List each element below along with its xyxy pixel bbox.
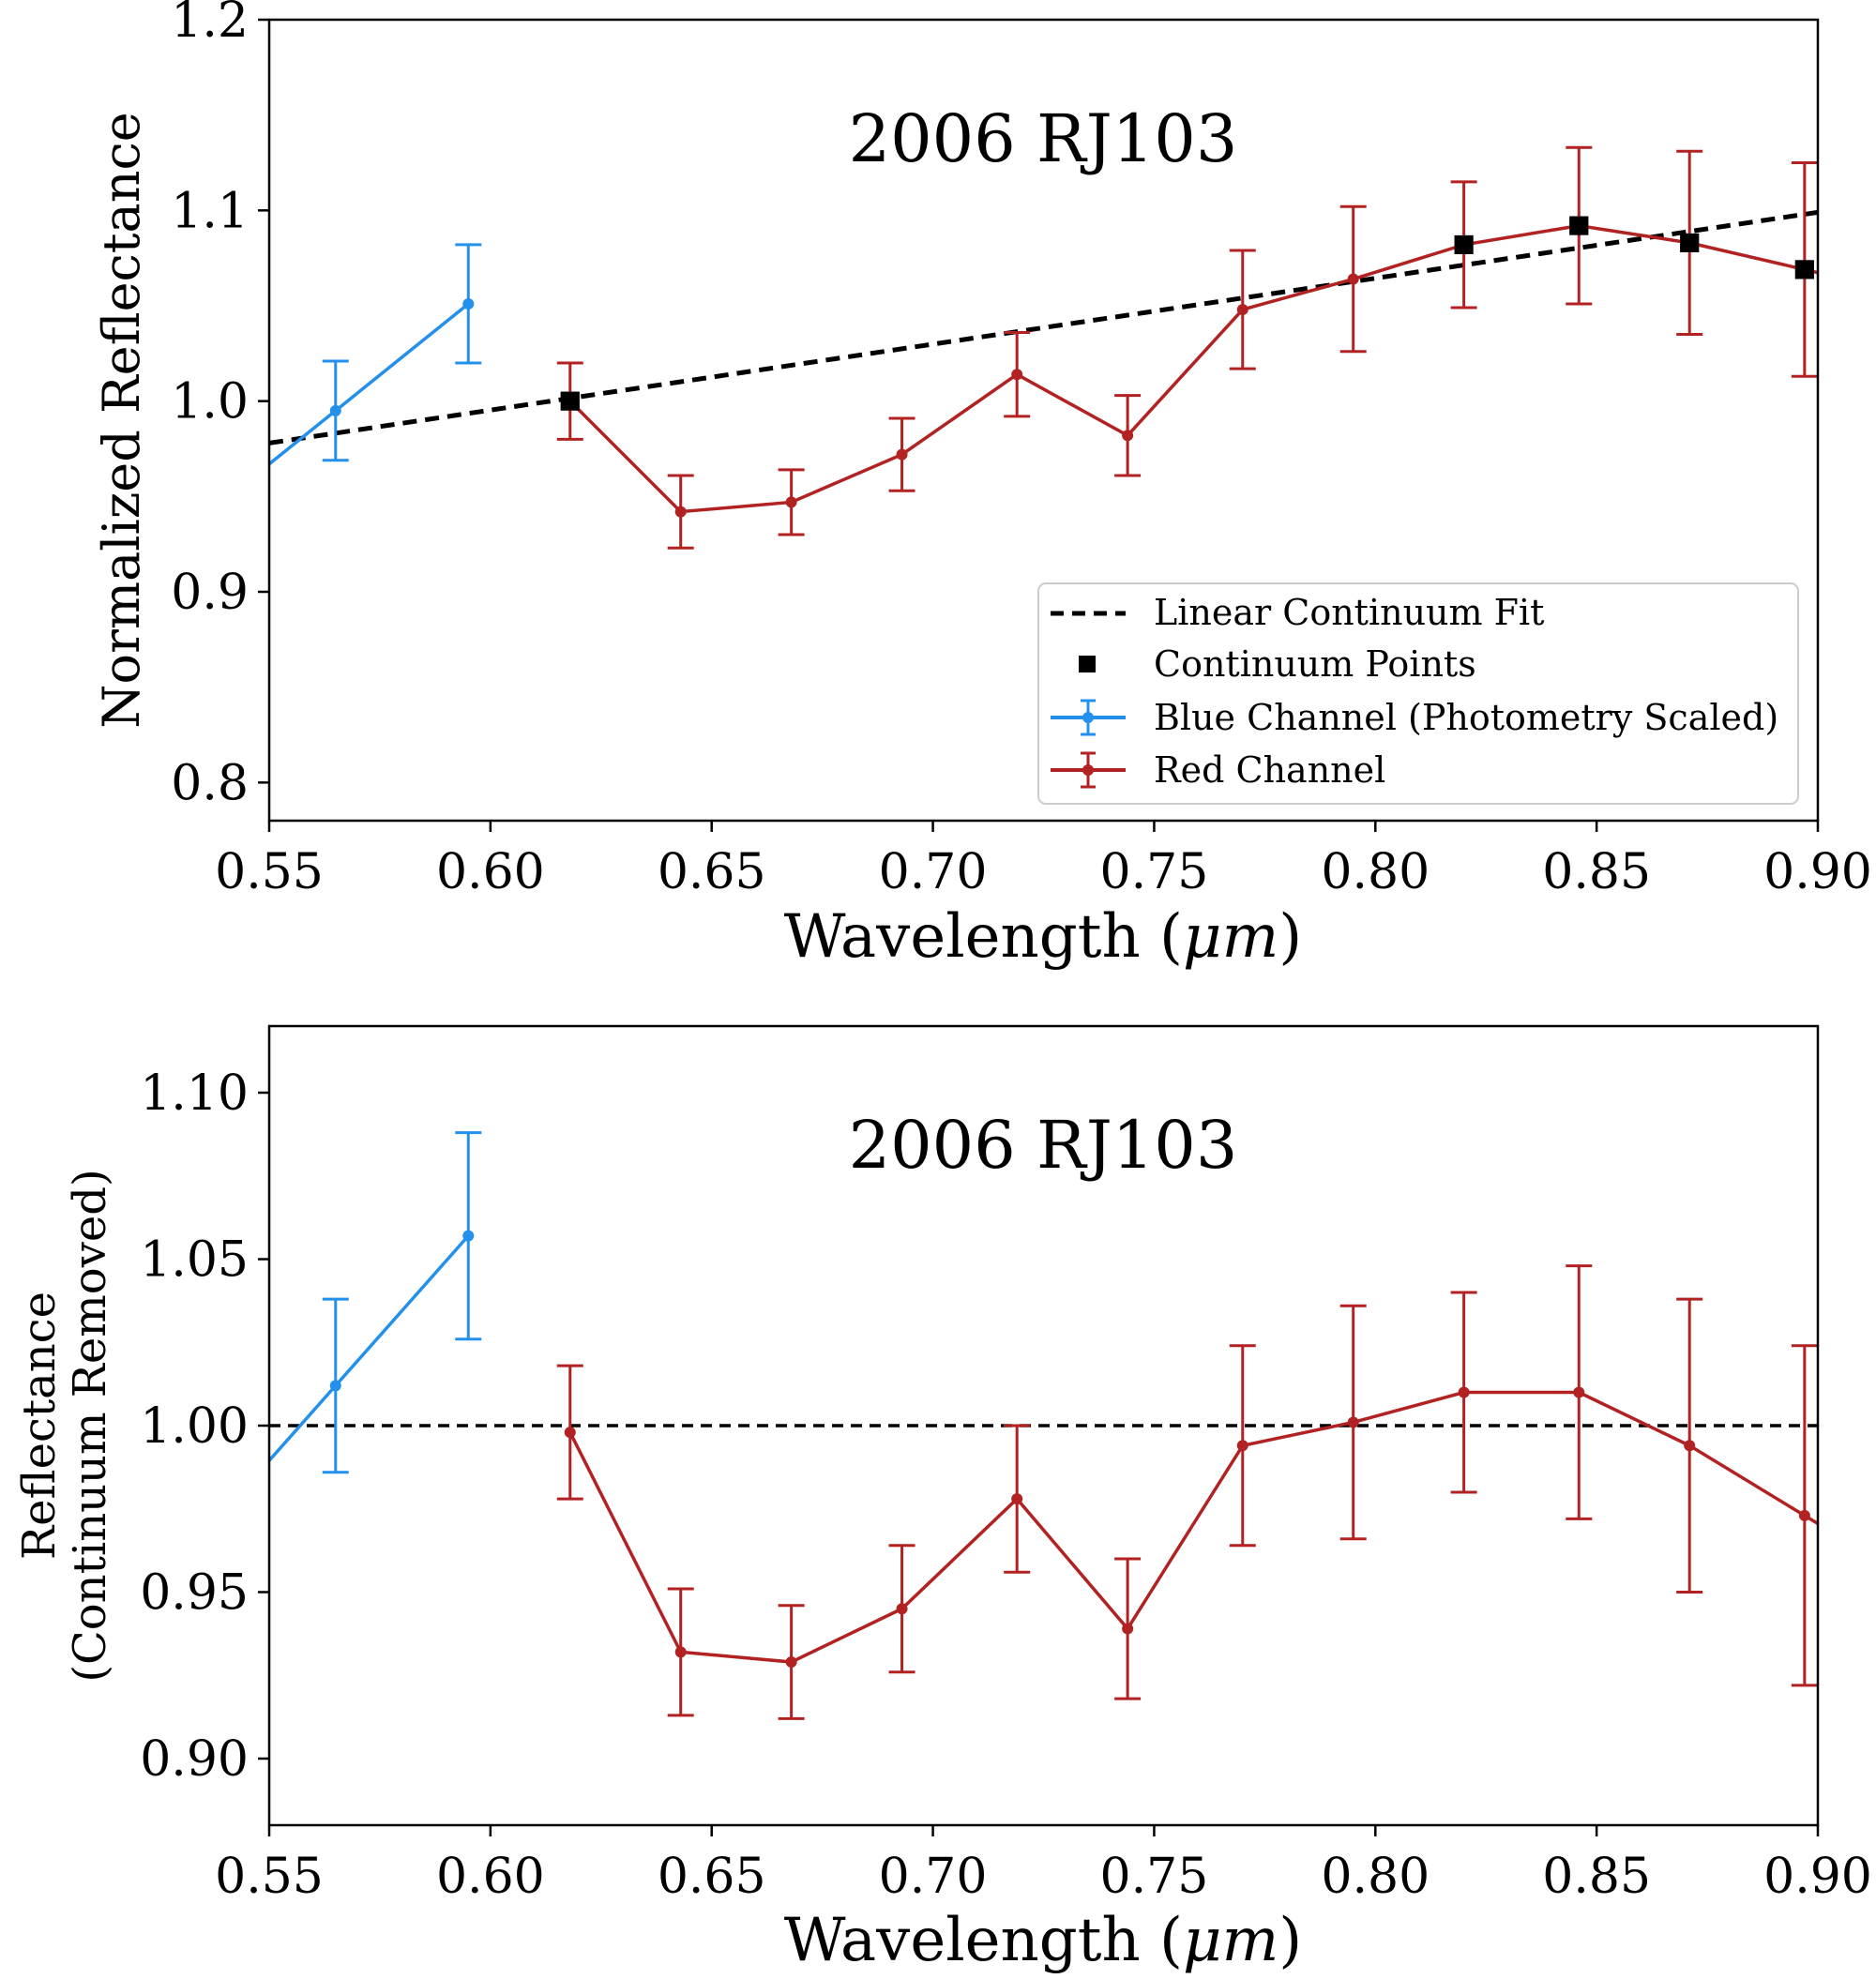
blue-channel-point <box>329 404 341 416</box>
red-channel-point <box>785 496 797 508</box>
legend-red-swatch <box>1051 751 1126 789</box>
top-ytick-label: 1.1 <box>171 183 249 239</box>
top-xtick-label: 0.90 <box>1763 844 1872 900</box>
legend-frame <box>1037 582 1799 805</box>
bottom-xtick-label: 0.85 <box>1542 1849 1651 1905</box>
bottom-panel: 0.55 0.60 0.65 0.70 0.75 0.80 0.85 0.90 0.90 0.95… <box>13 1024 1872 1975</box>
bottom-title: 2006 RJ103 <box>849 1107 1238 1184</box>
red-channel-point <box>1798 1509 1810 1521</box>
continuum-point-marker <box>1454 234 1474 254</box>
top-xtick-label: 0.65 <box>658 844 766 900</box>
top-ytick-label: 1.0 <box>171 374 249 431</box>
red-channel-point <box>1236 304 1248 316</box>
bottom-xtick-label: 0.90 <box>1763 1849 1872 1905</box>
continuum-point-marker <box>1569 216 1589 235</box>
top-xtick-label: 0.85 <box>1542 844 1651 900</box>
top-ytick-label: 1.2 <box>171 0 249 49</box>
top-xtick-label: 0.55 <box>215 844 324 900</box>
bottom-ytick-label: 1.00 <box>140 1398 249 1455</box>
red-channel-point <box>1122 430 1134 442</box>
red-channel-point <box>674 1646 687 1658</box>
top-ylabel: Normalized Reflectance <box>92 112 151 728</box>
red-channel-point <box>1011 1493 1023 1505</box>
bottom-ytick-label: 1.05 <box>140 1232 249 1289</box>
bottom-xtick-label: 0.70 <box>879 1849 988 1905</box>
top-legend: Linear Continuum Fit Continuum Points Bl… <box>1037 582 1799 805</box>
bottom-ticks: 0.55 0.60 0.65 0.70 0.75 0.80 0.85 0.90 0.90 0.95… <box>140 1065 1872 1905</box>
bottom-ylabel-line2: (Continuum Removed) <box>64 1169 116 1682</box>
top-ytick-label: 0.9 <box>171 565 249 621</box>
blue-channel-point <box>462 297 475 310</box>
bottom-ytick-label: 0.90 <box>140 1731 249 1788</box>
top-xtick-label: 0.60 <box>436 844 545 900</box>
red-channel-line <box>568 1390 1818 1664</box>
bottom-xlabel: Wavelength (μm) <box>784 1906 1302 1975</box>
top-axes-frame <box>267 18 1820 823</box>
bottom-xtick-label: 0.60 <box>436 1849 545 1905</box>
bottom-plot-area <box>269 1131 1818 1720</box>
legend-points-label: Continuum Points <box>1154 643 1476 685</box>
top-xtick-label: 0.70 <box>879 844 988 900</box>
bottom-ytick-label: 0.95 <box>140 1565 249 1622</box>
red-channel-point <box>896 1603 908 1615</box>
continuum-point-marker <box>560 391 580 411</box>
legend-blue-label: Blue Channel (Photometry Scaled) <box>1154 697 1778 738</box>
red-channel-point <box>1684 1440 1696 1452</box>
continuum-point-marker <box>1680 233 1700 252</box>
red-channel-point <box>1236 1440 1248 1452</box>
red-channel-point <box>1347 273 1359 285</box>
blue-channel-point <box>462 1230 475 1242</box>
bottom-xtick-label: 0.80 <box>1321 1849 1430 1905</box>
red-channel-point <box>785 1656 797 1669</box>
linear-continuum-fit-line <box>269 209 1818 446</box>
red-channel-point <box>674 506 687 518</box>
top-title: 2006 RJ103 <box>849 100 1238 177</box>
top-xtick-label: 0.80 <box>1321 844 1430 900</box>
bottom-xtick-label: 0.75 <box>1100 1849 1209 1905</box>
top-ytick-label: 0.8 <box>171 755 249 811</box>
red-channel-point <box>1458 1386 1470 1398</box>
continuum-point-marker <box>1794 260 1814 279</box>
red-channel-point <box>1347 1416 1359 1428</box>
top-panel: 0.55 0.60 0.65 0.70 0.75 0.80 0.85 0.90 0.8 0.9 1.… <box>92 0 1872 972</box>
top-plot-area <box>269 145 1818 550</box>
top-xtick-label: 0.75 <box>1100 844 1209 900</box>
legend-fit-label: Linear Continuum Fit <box>1154 592 1544 633</box>
legend-red-label: Red Channel <box>1154 749 1385 791</box>
red-channel-point <box>896 448 908 461</box>
legend-blue-swatch <box>1051 699 1126 736</box>
blue-channel-line <box>269 302 470 466</box>
red-channel-point <box>1011 369 1023 381</box>
legend-points-swatch <box>1079 656 1096 672</box>
red-channel-point <box>564 1427 576 1439</box>
blue-channel-point <box>329 1380 341 1392</box>
top-ticks: 0.55 0.60 0.65 0.70 0.75 0.80 0.85 0.90 0.8 0.9 1.… <box>171 0 1872 900</box>
bottom-ylabel-line1: Reflectance <box>13 1292 66 1560</box>
bottom-ytick-label: 1.10 <box>140 1065 249 1122</box>
bottom-xtick-label: 0.65 <box>658 1849 766 1905</box>
top-xlabel: Wavelength (μm) <box>784 902 1302 972</box>
red-channel-point <box>1122 1623 1134 1635</box>
red-channel-point <box>1573 1386 1585 1398</box>
bottom-xtick-label: 0.55 <box>215 1849 324 1905</box>
